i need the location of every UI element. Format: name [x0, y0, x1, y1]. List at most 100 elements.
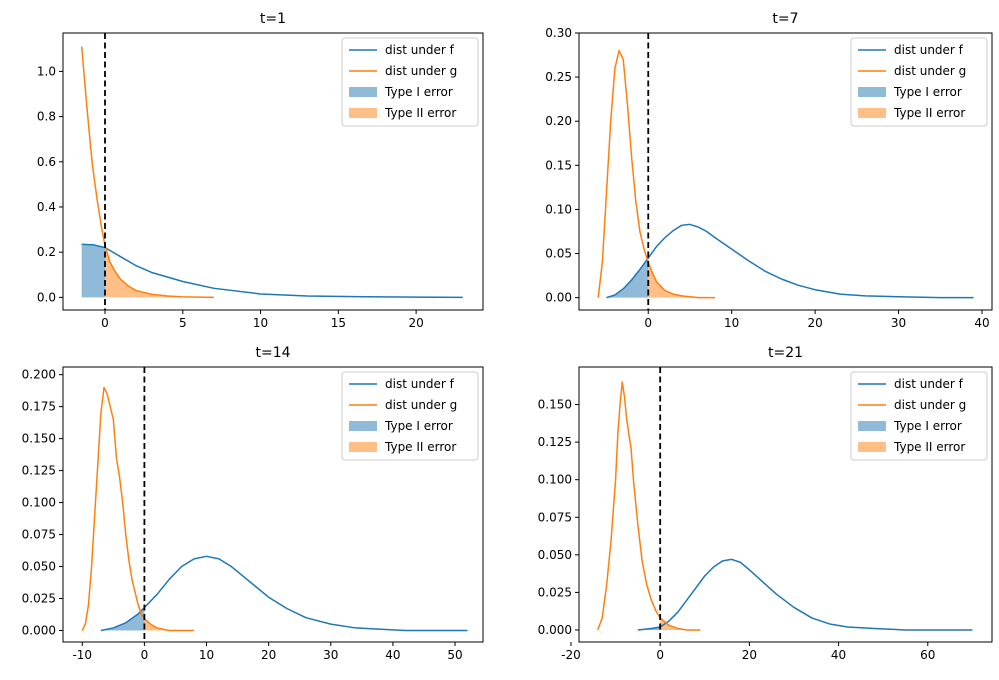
x-tick-label: 20 — [408, 316, 423, 330]
legend-label: Type I error — [384, 419, 453, 433]
y-tick-label: 0.125 — [538, 435, 572, 449]
y-tick-label: 0.15 — [545, 158, 572, 172]
x-tick-label: 40 — [385, 648, 400, 662]
y-tick-label: 0.025 — [538, 585, 572, 599]
legend-label: dist under f — [894, 43, 964, 57]
x-tick-label: 30 — [323, 648, 338, 662]
y-tick-label: 0.6 — [37, 155, 56, 169]
legend-swatch-type-ii — [858, 442, 886, 452]
y-tick-label: 0.075 — [22, 528, 56, 542]
legend-label: dist under g — [894, 398, 966, 412]
x-tick-label: 40 — [974, 316, 989, 330]
x-tick-label: 10 — [199, 648, 214, 662]
y-tick-label: 0.30 — [545, 26, 572, 40]
legend-label: Type II error — [893, 440, 965, 454]
type-i-error-area — [81, 244, 105, 298]
legend-label: Type I error — [384, 85, 453, 99]
x-tick-label: 20 — [742, 648, 757, 662]
y-tick-label: 0.100 — [22, 496, 56, 510]
y-tick-label: 0.05 — [545, 247, 572, 261]
x-tick-label: 20 — [261, 648, 276, 662]
type-ii-error-area — [660, 617, 701, 630]
y-tick-label: 0.150 — [22, 432, 56, 446]
type-i-error-area — [606, 257, 649, 298]
y-tick-label: 0.20 — [545, 114, 572, 128]
legend-swatch-type-ii — [858, 108, 886, 118]
axes-frame — [578, 366, 993, 643]
x-tick-label: -20 — [561, 648, 581, 662]
axes-frame — [62, 366, 484, 643]
y-tick-label: 0.000 — [22, 623, 56, 637]
y-tick-label: 0.050 — [22, 560, 56, 574]
legend-label: dist under g — [385, 398, 457, 412]
legend: dist under f dist under g Type I error Type… — [341, 371, 479, 461]
dist-g-line — [81, 386, 195, 632]
legend-label: Type II error — [384, 106, 456, 120]
y-tick-label: 0.10 — [545, 202, 572, 216]
legend-label: Type I error — [893, 419, 962, 433]
y-tick-label: 0.100 — [538, 473, 572, 487]
legend-label: dist under g — [894, 64, 966, 78]
legend-swatch-type-i — [349, 421, 377, 431]
y-tick-label: 0.00 — [545, 291, 572, 305]
y-tick-label: 0.000 — [538, 623, 572, 637]
x-tick-label: 30 — [891, 316, 906, 330]
legend-swatch-type-i — [858, 87, 886, 97]
legend: dist under f dist under g Type I error Type… — [341, 37, 479, 127]
dist-g-line — [80, 46, 214, 299]
subplot-3: t=14 -10 0 10 20 30 40 50 0.000 0.025 0.050 0.075 0.… — [22, 345, 484, 662]
y-tick-label: 0.200 — [22, 368, 56, 382]
x-tick-label: 60 — [920, 648, 935, 662]
y-tick-label: 0.050 — [538, 548, 572, 562]
type-i-error-area — [637, 626, 661, 630]
y-tick-label: 0.025 — [22, 592, 56, 606]
legend-box — [850, 37, 988, 127]
type-ii-error-area — [648, 262, 715, 298]
chart-title: t=1 — [260, 11, 286, 27]
y-tick-label: 0.125 — [22, 464, 56, 478]
x-tick-label: 15 — [331, 316, 346, 330]
dist-g-line — [597, 49, 715, 299]
x-tick-label: 10 — [253, 316, 268, 330]
dist-f-line — [637, 558, 973, 631]
x-tick-label: 5 — [179, 316, 187, 330]
x-tick-label: 50 — [447, 648, 462, 662]
legend-label: Type II error — [384, 440, 456, 454]
legend-label: dist under f — [385, 43, 455, 57]
y-tick-label: 0.8 — [37, 110, 56, 124]
x-tick-label: 0 — [101, 316, 109, 330]
x-tick-label: 0 — [644, 316, 652, 330]
legend-swatch-type-ii — [349, 108, 377, 118]
subplot-4: t=21 -20 0 20 40 60 0.000 0.025 0.050 0.075 0.100 0… — [538, 345, 993, 662]
legend-box — [341, 37, 479, 127]
dist-f-line — [81, 243, 463, 299]
legend-swatch-type-i — [349, 87, 377, 97]
dist-f-line — [100, 555, 468, 632]
legend-label: Type II error — [893, 106, 965, 120]
dist-f-line — [606, 223, 974, 299]
type-ii-error-area — [144, 618, 195, 631]
legend: dist under f dist under g Type I error Type… — [850, 37, 988, 127]
chart-title: t=14 — [255, 345, 290, 361]
x-tick-label: -10 — [72, 648, 92, 662]
legend-label: dist under f — [894, 377, 964, 391]
y-tick-label: 0.0 — [37, 290, 56, 304]
type-i-error-area — [100, 607, 145, 631]
x-tick-label: 40 — [831, 648, 846, 662]
legend-swatch-type-ii — [349, 442, 377, 452]
y-tick-label: 0.175 — [22, 400, 56, 414]
subplot-2: t=7 0 10 20 30 40 0.00 0.05 0.10 0.15 0.20 0.25 0.30… — [545, 11, 993, 330]
y-tick-label: 0.25 — [545, 70, 572, 84]
y-tick-label: 0.2 — [37, 245, 56, 259]
legend-label: dist under f — [385, 377, 455, 391]
x-tick-label: 10 — [724, 316, 739, 330]
legend-box — [850, 371, 988, 461]
legend-label: Type I error — [893, 85, 962, 99]
chart-title: t=7 — [772, 11, 798, 27]
y-tick-label: 0.4 — [37, 200, 56, 214]
legend-swatch-type-i — [858, 421, 886, 431]
legend-label: dist under g — [385, 64, 457, 78]
y-tick-label: 0.150 — [538, 398, 572, 412]
x-tick-label: 20 — [807, 316, 822, 330]
